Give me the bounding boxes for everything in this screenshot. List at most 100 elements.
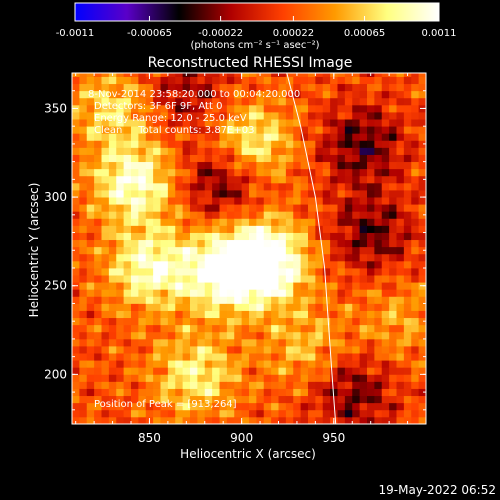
heatmap-cell — [94, 147, 102, 155]
heatmap-cell — [389, 218, 397, 226]
heatmap-cell — [381, 76, 390, 85]
heatmap-cell — [182, 182, 191, 191]
heatmap-cell — [403, 317, 412, 326]
heatmap-cell — [197, 147, 206, 155]
heatmap-cell — [204, 97, 213, 106]
heatmap-cell — [79, 182, 88, 191]
heatmap-cell — [352, 154, 361, 163]
heatmap-cell — [278, 416, 287, 424]
heatmap-cell — [256, 367, 265, 375]
heatmap-cell — [182, 388, 191, 397]
heatmap-cell — [411, 119, 420, 127]
heatmap-cell — [197, 388, 206, 397]
heatmap-cell — [226, 374, 235, 382]
heatmap-cell — [411, 282, 420, 290]
heatmap-cell — [131, 140, 139, 148]
heatmap-cell — [138, 112, 147, 120]
heatmap-cell — [322, 246, 331, 255]
heatmap-cell — [293, 161, 302, 170]
heatmap-cell — [94, 168, 102, 177]
heatmap-cell — [212, 147, 220, 155]
heatmap-cell — [160, 140, 169, 148]
heatmap-cell — [138, 317, 147, 326]
heatmap-cell — [271, 310, 279, 319]
heatmap-cell — [249, 239, 257, 248]
heatmap-cell — [131, 168, 139, 177]
heatmap-cell — [72, 133, 80, 141]
x-tick-label: 950 — [322, 431, 345, 445]
heatmap-cell — [293, 317, 302, 326]
heatmap-cell — [108, 104, 117, 113]
heatmap-cell — [212, 83, 220, 92]
colorbar-tick-label: -0.0011 — [56, 28, 95, 39]
heatmap-cell — [263, 190, 272, 198]
heatmap-cell — [72, 182, 80, 191]
heatmap-cell — [153, 388, 161, 397]
heatmap-cell — [359, 225, 368, 233]
heatmap-cell — [131, 346, 139, 354]
heatmap-cell — [94, 253, 102, 262]
heatmap-cell — [249, 97, 257, 106]
heatmap-cell — [330, 374, 338, 382]
heatmap-cell — [285, 268, 294, 276]
heatmap-cell — [167, 331, 176, 340]
heatmap-cell — [352, 367, 361, 375]
heatmap-cell — [241, 147, 250, 155]
heatmap-cell — [374, 232, 383, 241]
heatmap-cell — [182, 282, 191, 290]
heatmap-cell — [344, 239, 353, 248]
heatmap-cell — [337, 416, 346, 424]
heatmap-cell — [249, 204, 257, 212]
heatmap-cell — [389, 324, 397, 333]
heatmap-cell — [344, 154, 353, 163]
heatmap-cell — [300, 104, 309, 113]
heatmap-cell — [153, 76, 161, 85]
heatmap-cell — [256, 246, 265, 255]
heatmap-cell — [212, 182, 220, 191]
heatmap-cell — [285, 119, 294, 127]
heatmap-cell — [403, 303, 412, 311]
heatmap-cell — [300, 324, 309, 333]
heatmap-cell — [381, 197, 390, 205]
heatmap-cell — [293, 147, 302, 155]
heatmap-cell — [182, 211, 191, 219]
heatmap-cell — [101, 147, 110, 155]
heatmap-cell — [160, 161, 169, 170]
heatmap-cell — [79, 381, 88, 389]
heatmap-cell — [330, 232, 338, 241]
heatmap-cell — [411, 360, 420, 368]
heatmap-cell — [337, 168, 346, 177]
heatmap-cell — [241, 296, 250, 304]
heatmap-cell — [175, 168, 184, 177]
heatmap-cell — [278, 338, 287, 347]
heatmap-cell — [190, 353, 198, 361]
heatmap-cell — [344, 126, 353, 134]
heatmap-cell — [285, 239, 294, 248]
heatmap-cell — [315, 218, 324, 226]
heatmap-cell — [241, 225, 250, 233]
heatmap-cell — [175, 395, 184, 404]
heatmap-cell — [138, 324, 147, 333]
heatmap-cell — [418, 331, 426, 340]
heatmap-cell — [271, 388, 279, 397]
heatmap-cell — [344, 289, 353, 297]
heatmap-cell — [108, 97, 117, 106]
heatmap-cell — [138, 147, 147, 155]
heatmap-cell — [116, 168, 125, 177]
heatmap-cell — [389, 140, 397, 148]
heatmap-cell — [396, 253, 405, 262]
heatmap-cell — [131, 73, 139, 77]
heatmap-cell — [219, 97, 228, 106]
heatmap-cell — [226, 76, 235, 85]
heatmap-cell — [175, 161, 184, 170]
heatmap-cell — [315, 331, 324, 340]
heatmap-cell — [300, 346, 309, 354]
heatmap-cell — [182, 168, 191, 177]
heatmap-cell — [175, 409, 184, 418]
heatmap-cell — [79, 104, 88, 113]
heatmap-cell — [285, 360, 294, 368]
heatmap-cell — [241, 416, 250, 424]
heatmap-cell — [72, 168, 80, 177]
heatmap-cell — [160, 395, 169, 404]
heatmap-cell — [403, 374, 412, 382]
